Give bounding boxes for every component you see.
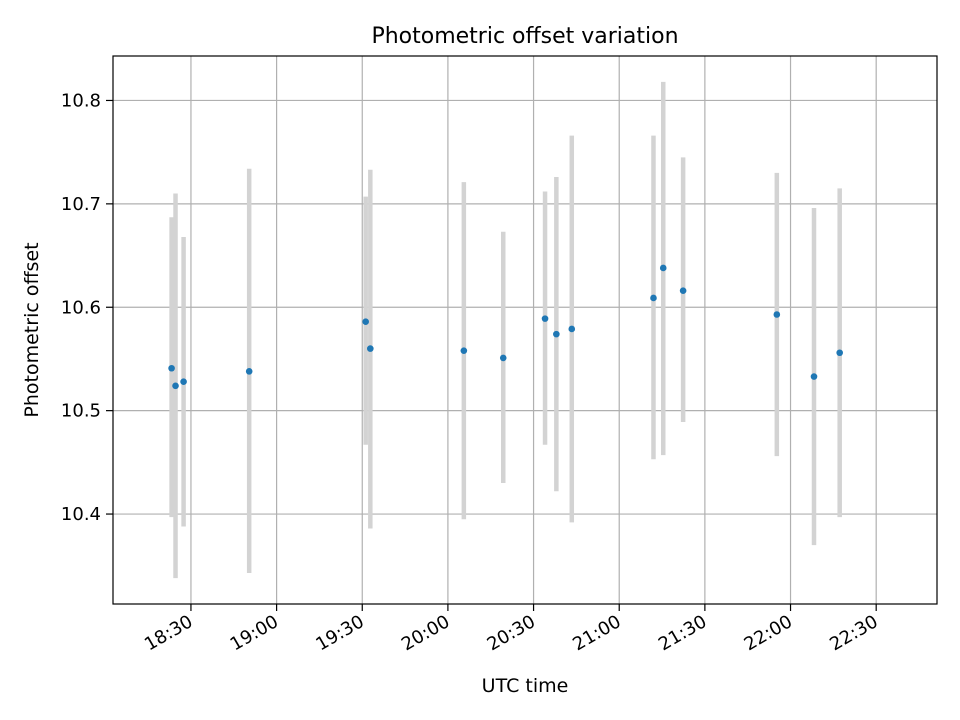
y-axis-ticks: 10.4 10.5 10.6 10.7 10.8 (61, 90, 113, 525)
data-point (836, 349, 843, 357)
y-axis-label: Photometric offset (21, 242, 43, 417)
data-point (460, 347, 468, 354)
x-axis-label: UTC time (482, 675, 569, 697)
x-gridlines (190, 56, 877, 604)
y-tick-label: 10.7 (61, 194, 101, 215)
data-point (553, 330, 560, 338)
data-point (659, 264, 667, 272)
data-point (172, 382, 179, 390)
data-point (650, 294, 657, 302)
plot-frame (112, 55, 938, 605)
y-tick-label: 10.8 (61, 90, 101, 111)
data-point (679, 287, 687, 295)
data-point (367, 345, 374, 352)
data-point (499, 354, 507, 362)
data-point (541, 315, 549, 322)
data-point (773, 311, 781, 318)
data-point (168, 364, 175, 372)
data-point (362, 318, 369, 326)
data-point (568, 325, 576, 333)
y-tick-label: 10.6 (61, 297, 101, 318)
data-point (180, 378, 187, 385)
chart-title: Photometric offset variation (371, 24, 678, 49)
data-points (168, 264, 843, 390)
y-tick-label: 10.4 (61, 504, 101, 525)
data-point (245, 368, 253, 375)
data-point (810, 373, 818, 380)
y-tick-label: 10.5 (61, 401, 101, 422)
